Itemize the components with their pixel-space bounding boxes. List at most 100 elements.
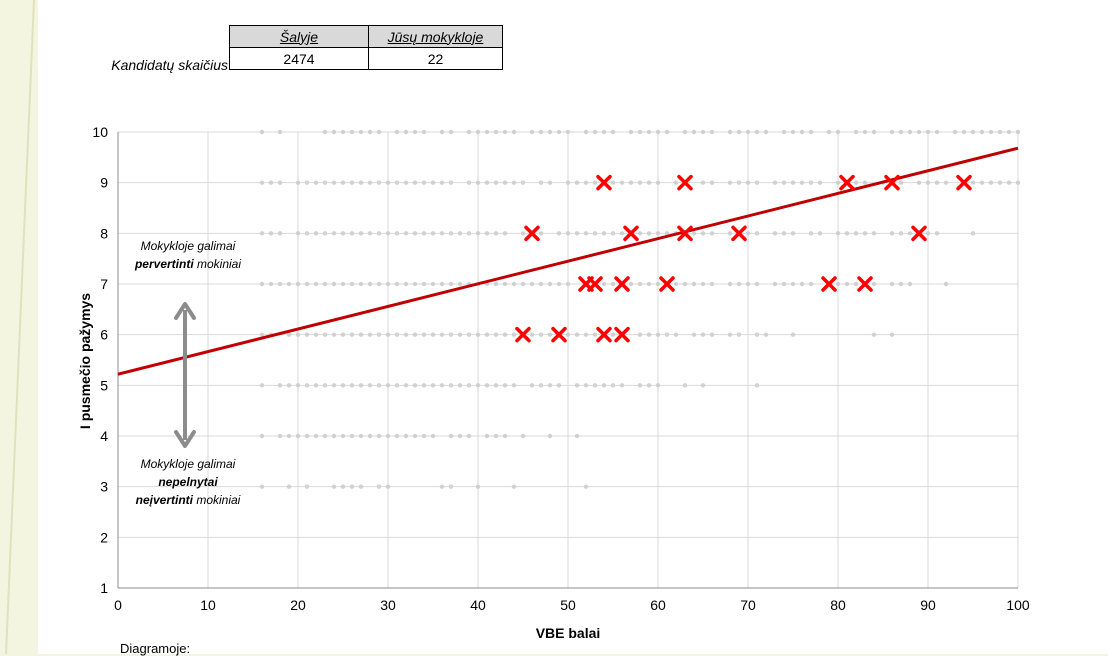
country-point xyxy=(376,484,382,489)
country-point xyxy=(655,281,661,287)
country-point xyxy=(349,383,355,388)
country-point xyxy=(358,281,364,287)
country-point xyxy=(484,433,490,439)
country-point xyxy=(826,129,832,135)
country-point xyxy=(727,180,733,185)
lower-note-line3: neįvertinti mokiniai xyxy=(136,493,241,507)
country-point xyxy=(925,231,931,236)
x-stroke xyxy=(596,326,612,343)
country-point xyxy=(520,231,526,236)
x-axis-title: VBE balai xyxy=(536,625,601,640)
country-point xyxy=(394,129,400,135)
country-point xyxy=(475,129,481,135)
country-point xyxy=(457,231,463,236)
country-point xyxy=(376,383,382,388)
x-stroke xyxy=(821,276,837,292)
country-point xyxy=(610,281,616,287)
country-point xyxy=(412,180,418,185)
country-point xyxy=(448,281,454,287)
country-point xyxy=(376,180,382,185)
country-point xyxy=(340,281,346,287)
y-tick-label: 10 xyxy=(92,124,108,140)
country-point xyxy=(475,180,481,185)
country-point xyxy=(466,383,472,388)
country-point xyxy=(871,332,877,337)
country-point xyxy=(925,180,931,185)
country-point xyxy=(484,231,490,236)
country-point xyxy=(484,129,490,135)
country-point xyxy=(799,281,805,287)
x-tick-label: 100 xyxy=(1006,597,1030,613)
country-point xyxy=(763,129,769,135)
country-point xyxy=(376,129,382,135)
country-point xyxy=(916,129,922,135)
country-point xyxy=(385,484,391,489)
country-point xyxy=(538,231,544,236)
value-school: 22 xyxy=(368,47,503,70)
country-point xyxy=(457,332,463,337)
country-point xyxy=(943,281,949,287)
school-point-x-icon xyxy=(731,225,747,242)
x-tick-label: 80 xyxy=(830,597,846,613)
country-point xyxy=(295,332,301,337)
country-point xyxy=(934,180,940,185)
country-point xyxy=(592,231,598,236)
country-point xyxy=(448,180,454,185)
country-point xyxy=(547,332,553,337)
country-point xyxy=(502,433,508,439)
country-point xyxy=(340,231,346,236)
y-tick-label: 2 xyxy=(100,529,108,545)
country-point xyxy=(349,281,355,287)
country-point xyxy=(952,129,958,135)
country-point xyxy=(385,383,391,388)
country-point xyxy=(565,281,571,287)
country-point xyxy=(286,281,292,287)
country-point xyxy=(520,180,526,185)
country-point xyxy=(565,332,571,337)
double-arrow-icon xyxy=(174,302,196,448)
country-point xyxy=(646,383,652,388)
school-point-x-icon xyxy=(596,326,612,343)
country-point xyxy=(358,433,364,439)
country-point xyxy=(844,281,850,287)
school-point-x-icon xyxy=(596,174,612,191)
y-tick-label: 9 xyxy=(100,175,108,191)
country-point xyxy=(421,281,427,287)
country-point xyxy=(853,281,859,287)
y-tick-label: 3 xyxy=(100,479,108,495)
country-point xyxy=(439,129,445,135)
country-point xyxy=(583,332,589,337)
country-point xyxy=(394,433,400,439)
country-point xyxy=(331,231,337,236)
country-point xyxy=(655,129,661,135)
country-point xyxy=(259,484,265,489)
school-point-x-icon xyxy=(677,225,693,242)
country-point xyxy=(646,281,652,287)
country-point xyxy=(646,231,652,236)
country-point xyxy=(691,332,697,337)
country-point xyxy=(736,332,742,337)
country-point xyxy=(781,231,787,236)
country-point xyxy=(430,281,436,287)
y-tick-label: 5 xyxy=(100,377,108,393)
country-point xyxy=(547,281,553,287)
country-point xyxy=(295,180,301,185)
country-point xyxy=(313,383,319,388)
country-point xyxy=(385,332,391,337)
x-stroke xyxy=(515,326,531,343)
country-point xyxy=(700,129,706,135)
country-point xyxy=(1006,180,1012,185)
country-point xyxy=(457,383,463,388)
country-point xyxy=(304,433,310,439)
country-point xyxy=(448,433,454,439)
country-point xyxy=(304,180,310,185)
country-point xyxy=(898,281,904,287)
country-point xyxy=(475,383,481,388)
country-point xyxy=(862,231,868,236)
country-point xyxy=(610,129,616,135)
country-point xyxy=(259,180,265,185)
country-point xyxy=(376,332,382,337)
country-point xyxy=(376,281,382,287)
country-point xyxy=(511,180,517,185)
country-point xyxy=(493,332,499,337)
